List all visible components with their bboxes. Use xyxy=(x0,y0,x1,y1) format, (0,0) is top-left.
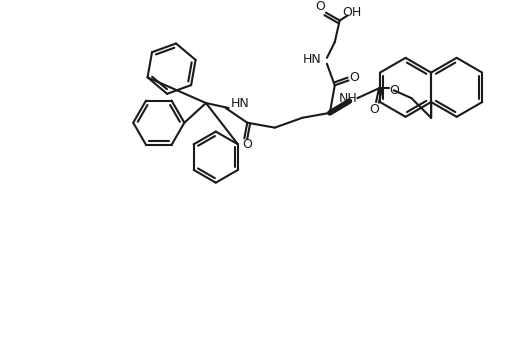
Text: O: O xyxy=(389,84,399,97)
Text: O: O xyxy=(349,71,359,84)
Text: O: O xyxy=(369,103,379,116)
Text: OH: OH xyxy=(342,6,361,19)
Text: O: O xyxy=(242,138,252,151)
Text: HN: HN xyxy=(230,97,249,110)
Text: NH: NH xyxy=(339,92,357,105)
Text: O: O xyxy=(315,0,325,13)
Text: HN: HN xyxy=(303,53,322,66)
